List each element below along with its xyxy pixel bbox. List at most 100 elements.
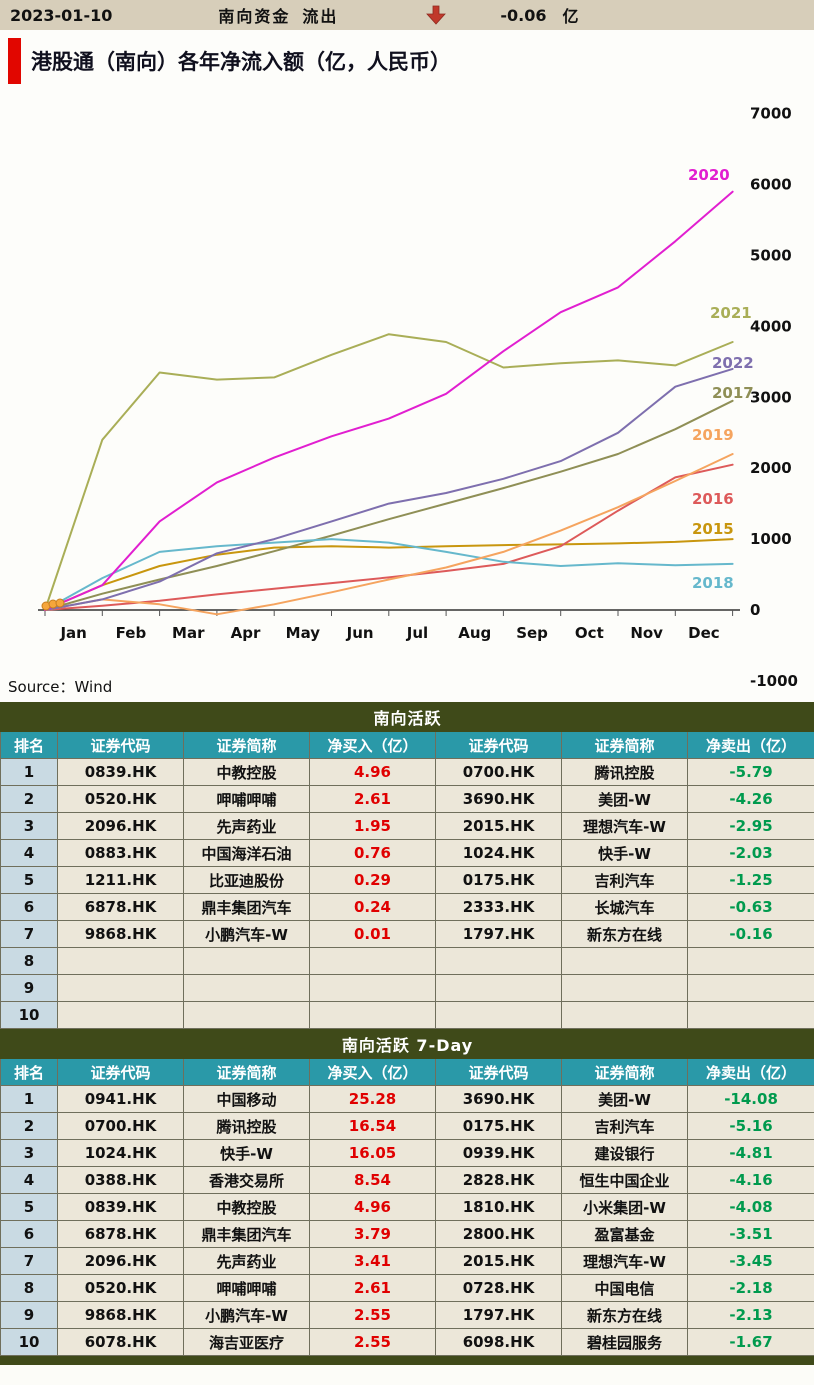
name-cell: 腾讯控股 — [561, 758, 688, 786]
y-tick-label: 5000 — [750, 247, 792, 265]
name-cell — [183, 1001, 310, 1029]
series-label-2019: 2019 — [692, 426, 734, 444]
x-tick-label: Jun — [346, 624, 374, 642]
table-title: 南向活跃 7-Day — [0, 1029, 814, 1059]
ticker-cell: 6878.HK — [57, 893, 184, 921]
net-sell-cell: -1.25 — [686, 866, 814, 894]
table-row: 6 6878.HK 鼎丰集团汽车 3.79 2800.HK 盈富基金 -3.51 — [0, 1220, 814, 1248]
report-date: 2023-01-10 — [10, 5, 113, 25]
table-row: 7 2096.HK 先声药业 3.41 2015.HK 理想汽车-W -3.45 — [0, 1247, 814, 1275]
net-sell-cell: -5.79 — [686, 758, 814, 786]
ticker-cell: 0939.HK — [435, 1139, 562, 1167]
x-tick-label: Sep — [516, 624, 548, 642]
table-row: 10 — [0, 1001, 814, 1029]
net-sell-cell: -2.13 — [686, 1301, 814, 1329]
ticker-cell: 1797.HK — [435, 920, 562, 948]
table-row: 4 0388.HK 香港交易所 8.54 2828.HK 恒生中国企业 -4.16 — [0, 1166, 814, 1194]
table-southbound-active: 南向活跃 排名 证券代码 证券简称 净买入（亿） 证券代码 证券简称 净卖出（亿） 1 0839.… — [0, 702, 814, 1029]
net-sell-cell: -0.16 — [686, 920, 814, 948]
y-tick-label: 2000 — [750, 459, 792, 477]
name-cell: 中教控股 — [183, 1193, 310, 1221]
net-buy-cell: 0.76 — [309, 839, 436, 867]
table-row: 10 6078.HK 海吉亚医疗 2.55 6098.HK 碧桂园服务 -1.67 — [0, 1328, 814, 1356]
table-row: 5 0839.HK 中教控股 4.96 1810.HK 小米集团-W -4.08 — [0, 1193, 814, 1221]
series-label-2017: 2017 — [712, 384, 754, 402]
name-cell: 快手-W — [183, 1139, 310, 1167]
rank-cell: 1 — [0, 758, 58, 786]
rank-cell: 5 — [0, 1193, 58, 1221]
chart-title-row: 港股通（南向）各年净流入额（亿，人民币） — [0, 30, 814, 92]
name-cell: 美团-W — [561, 785, 688, 813]
net-buy-cell: 2.55 — [309, 1328, 436, 1356]
name-cell: 快手-W — [561, 839, 688, 867]
title-accent-bar — [8, 38, 21, 84]
flow-unit: 亿 — [562, 7, 579, 26]
ticker-cell: 3690.HK — [435, 785, 562, 813]
name-cell: 呷哺呷哺 — [183, 785, 310, 813]
net-buy-cell: 16.05 — [309, 1139, 436, 1167]
column-header: 证券简称 — [561, 1058, 688, 1086]
ticker-cell: 0883.HK — [57, 839, 184, 867]
y-tick-label: 4000 — [750, 317, 792, 335]
column-header: 证券简称 — [183, 1058, 310, 1086]
ticker-cell: 1797.HK — [435, 1301, 562, 1329]
rank-cell: 2 — [0, 1112, 58, 1140]
series-line-2016 — [44, 463, 734, 611]
x-tick-label: Feb — [116, 624, 147, 642]
net-sell-cell: -2.18 — [686, 1274, 814, 1302]
rank-cell: 10 — [0, 1001, 58, 1029]
rank-cell: 3 — [0, 1139, 58, 1167]
name-cell: 中国海洋石油 — [183, 839, 310, 867]
net-sell-cell — [686, 947, 814, 975]
table-row: 5 1211.HK 比亚迪股份 0.29 0175.HK 吉利汽车 -1.25 — [0, 866, 814, 894]
name-cell: 新东方在线 — [561, 1301, 688, 1329]
table-southbound-active-7day: 南向活跃 7-Day 排名 证券代码 证券简称 净买入（亿） 证券代码 证券简称 净卖出（亿）… — [0, 1029, 814, 1356]
y-tick-label: 0 — [750, 601, 760, 619]
flow-value: -0.06 — [500, 5, 547, 25]
net-buy-cell: 16.54 — [309, 1112, 436, 1140]
ticker-cell — [435, 1001, 562, 1029]
table-row: 1 0839.HK 中教控股 4.96 0700.HK 腾讯控股 -5.79 — [0, 758, 814, 786]
net-buy-cell: 0.01 — [309, 920, 436, 948]
column-header: 排名 — [0, 731, 58, 759]
table-header-row: 排名 证券代码 证券简称 净买入（亿） 证券代码 证券简称 净卖出（亿） — [0, 1058, 814, 1086]
name-cell: 理想汽车-W — [561, 812, 688, 840]
column-header: 净买入（亿） — [309, 1058, 436, 1086]
series-line-2022 — [44, 367, 734, 611]
table-row: 2 0700.HK 腾讯控股 16.54 0175.HK 吉利汽车 -5.16 — [0, 1112, 814, 1140]
down-arrow-icon — [426, 5, 447, 25]
ticker-cell: 2333.HK — [435, 893, 562, 921]
rank-cell: 8 — [0, 947, 58, 975]
rank-cell: 9 — [0, 1301, 58, 1329]
name-cell: 吉利汽车 — [561, 866, 688, 894]
ticker-cell: 0700.HK — [435, 758, 562, 786]
name-cell: 比亚迪股份 — [183, 866, 310, 894]
series-line-2015 — [44, 538, 734, 611]
table-title: 南向活跃 — [0, 702, 814, 732]
rank-cell: 6 — [0, 1220, 58, 1248]
summary-bar: 2023-01-10 南向资金 流出 -0.06 亿 — [0, 0, 814, 30]
y-tick-label: 1000 — [750, 530, 792, 548]
source-note: Source：Wind — [8, 678, 112, 696]
net-sell-cell: -2.03 — [686, 839, 814, 867]
table-row: 4 0883.HK 中国海洋石油 0.76 1024.HK 快手-W -2.03 — [0, 839, 814, 867]
name-cell: 理想汽车-W — [561, 1247, 688, 1275]
name-cell: 小鹏汽车-W — [183, 1301, 310, 1329]
net-sell-cell: -5.16 — [686, 1112, 814, 1140]
y-tick-label: -1000 — [750, 672, 798, 690]
net-buy-cell: 2.61 — [309, 1274, 436, 1302]
net-buy-cell: 0.29 — [309, 866, 436, 894]
flow-status: 流出 — [302, 7, 339, 26]
net-buy-cell — [309, 1001, 436, 1029]
net-buy-cell: 2.55 — [309, 1301, 436, 1329]
net-sell-cell — [686, 974, 814, 1002]
name-cell: 先声药业 — [183, 812, 310, 840]
net-buy-cell: 8.54 — [309, 1166, 436, 1194]
column-header: 证券代码 — [57, 1058, 184, 1086]
y-tick-label: 3000 — [750, 388, 792, 406]
ticker-cell: 9868.HK — [57, 920, 184, 948]
rank-cell: 2 — [0, 785, 58, 813]
name-cell: 吉利汽车 — [561, 1112, 688, 1140]
series-label-2015: 2015 — [692, 520, 734, 538]
ticker-cell: 0520.HK — [57, 785, 184, 813]
